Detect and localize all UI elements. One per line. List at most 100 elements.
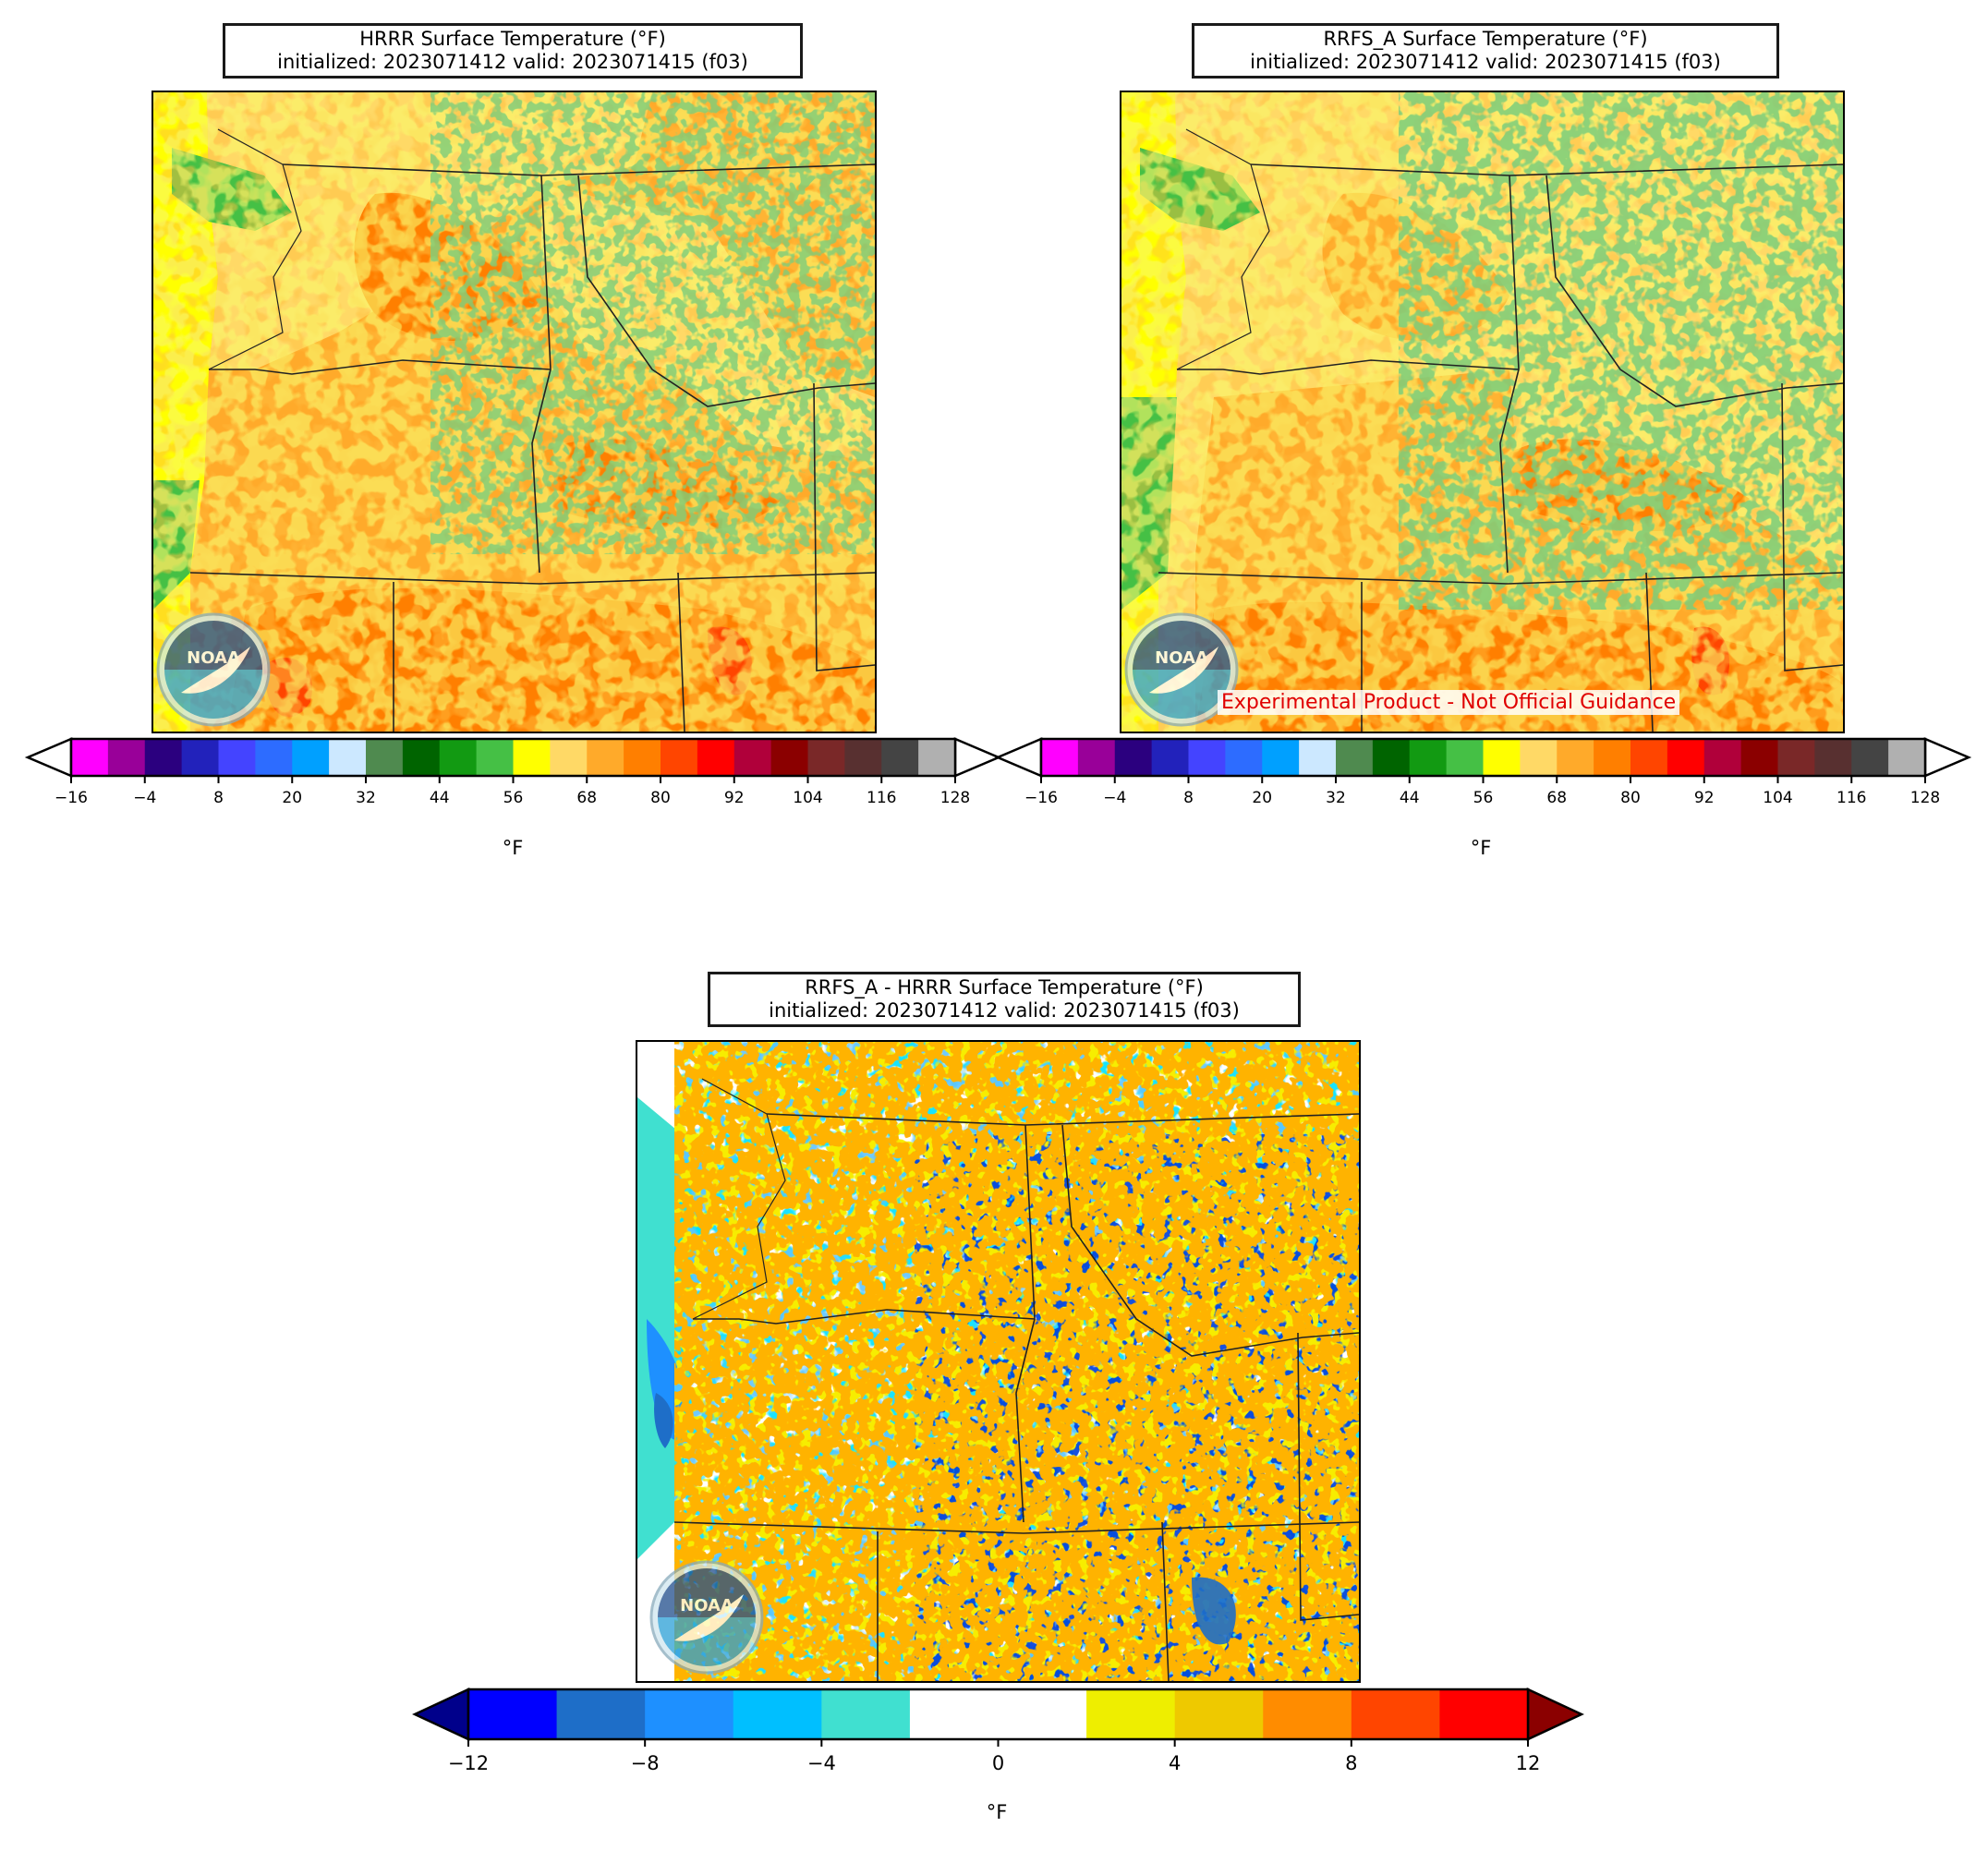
hrrr-colorbar-swatch — [624, 739, 661, 776]
hrrr-colorbar: −16 −4 8 20 32 44 56 68 80 92 104 116 128 — [24, 736, 1002, 819]
hrrr-colorbar-swatch — [513, 739, 551, 776]
rrfs-colorbar-label: °F — [1470, 837, 1492, 859]
rrfs-colorbar-swatch — [1151, 739, 1189, 776]
hrrr-colorbar-swatch — [439, 739, 478, 776]
hrrr-colorbar-over-triangle — [953, 737, 1002, 778]
diff-colorbar-tick-label: 4 — [1169, 1752, 1181, 1774]
diff-colorbar-tick-label: 0 — [992, 1752, 1004, 1774]
hrrr-colorbar-swatch — [255, 739, 293, 776]
diff-colorbar-swatch — [998, 1689, 1087, 1739]
rrfs-colorbar-swatch — [1336, 739, 1374, 776]
hrrr-colorbar-swatch — [71, 739, 109, 776]
hrrr-title-line1: HRRR Surface Temperature (°F) — [359, 28, 666, 50]
diff-colorbar-swatch — [733, 1689, 822, 1739]
rrfs-colorbar-tick-label: 92 — [1694, 789, 1715, 807]
rrfs-colorbar-over-triangle — [1923, 737, 1972, 778]
hrrr-colorbar-swatch — [476, 739, 514, 776]
hrrr-colorbar-tick-label: 116 — [867, 789, 896, 807]
hrrr-colorbar-tick-label: 20 — [282, 789, 302, 807]
diff-colorbar-over-triangle — [1526, 1688, 1584, 1741]
rrfs-colorbar-swatch — [1299, 739, 1337, 776]
diff-colorbar-swatch — [645, 1689, 734, 1739]
rrfs-colorbar-tick-label: 32 — [1326, 789, 1346, 807]
hrrr-map: NOAA — [152, 91, 877, 733]
rrfs-colorbar-swatch — [1777, 739, 1815, 776]
rrfs-map-canvas — [1121, 92, 1843, 732]
hrrr-colorbar-swatch — [697, 739, 735, 776]
rrfs-colorbar-tick-label: 104 — [1763, 789, 1792, 807]
diff-colorbar-tick-label: 12 — [1516, 1752, 1541, 1774]
rrfs-colorbar-swatch — [1483, 739, 1521, 776]
hrrr-colorbar-tick-label: 92 — [724, 789, 745, 807]
hrrr-colorbar-swatch — [550, 739, 588, 776]
diff-colorbar-svg: −12 −8 −4 0 4 8 12 — [412, 1688, 1584, 1774]
diff-colorbar-under-triangle — [412, 1688, 470, 1741]
hrrr-colorbar-swatch — [292, 739, 330, 776]
hrrr-colorbar-tick-label: 44 — [430, 789, 450, 807]
rrfs-colorbar-swatch — [1520, 739, 1558, 776]
hrrr-title-line2: initialized: 2023071412 valid: 202307141… — [277, 51, 748, 73]
hrrr-map-canvas — [153, 92, 875, 732]
diff-colorbar-tick-label: −4 — [807, 1752, 836, 1774]
diff-colorbar-tick-label: 8 — [1345, 1752, 1357, 1774]
rrfs-colorbar-under-triangle — [994, 737, 1043, 778]
hrrr-colorbar-swatch — [844, 739, 882, 776]
hrrr-colorbar-swatch — [181, 739, 219, 776]
diff-colorbar-swatch — [1174, 1689, 1264, 1739]
hrrr-colorbar-swatch — [402, 739, 441, 776]
rrfs-colorbar-swatch — [1557, 739, 1594, 776]
rrfs-logo-text: NOAA — [1155, 648, 1208, 668]
diff-colorbar-swatch — [821, 1689, 911, 1739]
hrrr-colorbar-swatch — [107, 739, 146, 776]
rrfs-title-line1: RRFS_A Surface Temperature (°F) — [1323, 28, 1648, 50]
rrfs-colorbar-tick-label: 44 — [1400, 789, 1420, 807]
rrfs-colorbar-tick-label: 68 — [1546, 789, 1567, 807]
rrfs-colorbar-svg: −16 −4 8 20 32 44 56 68 80 92 104 116 128 — [994, 737, 1972, 807]
rrfs-title-line2: initialized: 2023071412 valid: 202307141… — [1250, 51, 1721, 73]
rrfs-colorbar-tick-label: 20 — [1252, 789, 1272, 807]
hrrr-colorbar-tick-label: 80 — [650, 789, 671, 807]
diff-noaa-logo: NOAA — [647, 1557, 767, 1677]
rrfs-colorbar-swatch — [1262, 739, 1300, 776]
noaa-logo-icon: NOAA — [649, 1560, 764, 1675]
hrrr-colorbar-tick-label: 32 — [356, 789, 376, 807]
diff-colorbar-label: °F — [986, 1801, 1008, 1823]
hrrr-colorbar-swatch — [661, 739, 698, 776]
diff-colorbar-swatch — [1351, 1689, 1440, 1739]
diff-title-line2: initialized: 2023071412 valid: 202307141… — [769, 999, 1240, 1022]
diff-colorbar-swatch — [1086, 1689, 1176, 1739]
hrrr-colorbar-label: °F — [502, 837, 524, 859]
hrrr-colorbar-swatch — [881, 739, 919, 776]
diff-title: RRFS_A - HRRR Surface Temperature (°F) i… — [708, 972, 1301, 1027]
rrfs-colorbar-swatch — [1114, 739, 1153, 776]
diff-colorbar-swatch — [1439, 1689, 1529, 1739]
rrfs-colorbar-tick-label: 80 — [1620, 789, 1641, 807]
rrfs-colorbar: −16 −4 8 20 32 44 56 68 80 92 104 116 128 — [994, 736, 1972, 819]
rrfs-map: NOAA Experimental Product - Not Official… — [1120, 91, 1845, 733]
diff-colorbar-swatch — [556, 1689, 646, 1739]
diff-colorbar: −12 −8 −4 0 4 8 12 — [412, 1687, 1584, 1774]
hrrr-colorbar-swatch — [587, 739, 624, 776]
hrrr-colorbar-swatch — [918, 739, 956, 776]
rrfs-colorbar-tick-label: −16 — [1024, 789, 1058, 807]
rrfs-title: RRFS_A Surface Temperature (°F) initiali… — [1192, 23, 1779, 79]
hrrr-colorbar-tick-label: 128 — [940, 789, 970, 807]
hrrr-colorbar-swatch — [329, 739, 367, 776]
rrfs-colorbar-swatch — [1703, 739, 1742, 776]
rrfs-colorbar-swatch — [1041, 739, 1079, 776]
diff-map: NOAA — [636, 1040, 1361, 1683]
hrrr-colorbar-swatch — [144, 739, 183, 776]
hrrr-colorbar-swatch — [733, 739, 772, 776]
noaa-logo-icon: NOAA — [156, 612, 271, 727]
hrrr-colorbar-swatch — [366, 739, 404, 776]
rrfs-colorbar-swatch — [1372, 739, 1411, 776]
hrrr-colorbar-svg: −16 −4 8 20 32 44 56 68 80 92 104 116 128 — [24, 737, 1002, 807]
hrrr-colorbar-swatch — [218, 739, 256, 776]
hrrr-colorbar-swatch — [807, 739, 845, 776]
hrrr-colorbar-tick-label: 56 — [503, 789, 524, 807]
rrfs-colorbar-swatch — [1630, 739, 1668, 776]
rrfs-colorbar-tick-label: 56 — [1473, 789, 1494, 807]
rrfs-colorbar-swatch — [1188, 739, 1226, 776]
hrrr-noaa-logo: NOAA — [153, 610, 273, 730]
rrfs-noaa-logo: NOAA — [1121, 610, 1242, 730]
